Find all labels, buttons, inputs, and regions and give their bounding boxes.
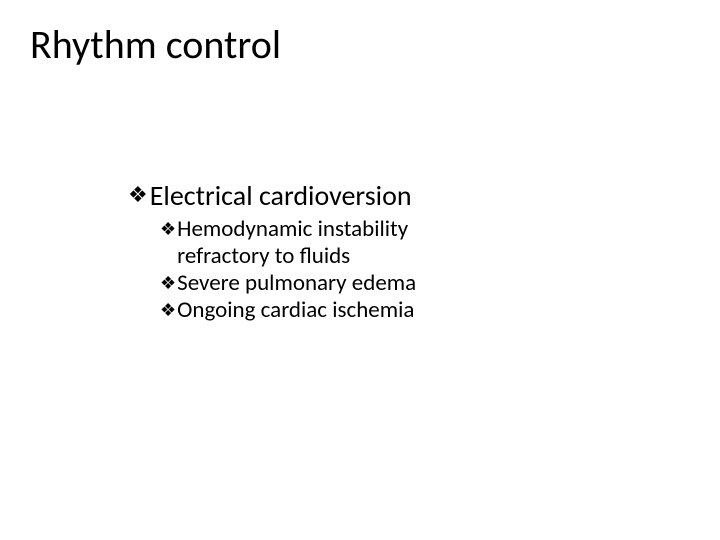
diamond-bullet-icon: ❖	[128, 178, 148, 212]
level2-list: ❖Hemodynamic instability refractory to f…	[160, 216, 460, 324]
diamond-bullet-icon: ❖	[160, 270, 176, 297]
level1-item: ❖ Electrical cardioversion	[128, 178, 412, 213]
level2-text: Hemodynamic instability refractory to fl…	[177, 216, 460, 270]
level2-text: Ongoing cardiac ischemia	[177, 297, 414, 324]
slide-title: Rhythm control	[30, 20, 281, 69]
level2-item: ❖Severe pulmonary edema	[160, 270, 460, 297]
level1-text: Electrical cardioversion	[150, 178, 412, 213]
slide: Rhythm control ❖ Electrical cardioversio…	[0, 0, 720, 540]
diamond-bullet-icon: ❖	[160, 297, 176, 324]
bullet-row: ❖ Electrical cardioversion	[128, 178, 412, 213]
level2-item: ❖Ongoing cardiac ischemia	[160, 297, 460, 324]
diamond-bullet-icon: ❖	[160, 216, 176, 243]
level2-text: Severe pulmonary edema	[177, 270, 416, 297]
level2-item: ❖Hemodynamic instability refractory to f…	[160, 216, 460, 270]
